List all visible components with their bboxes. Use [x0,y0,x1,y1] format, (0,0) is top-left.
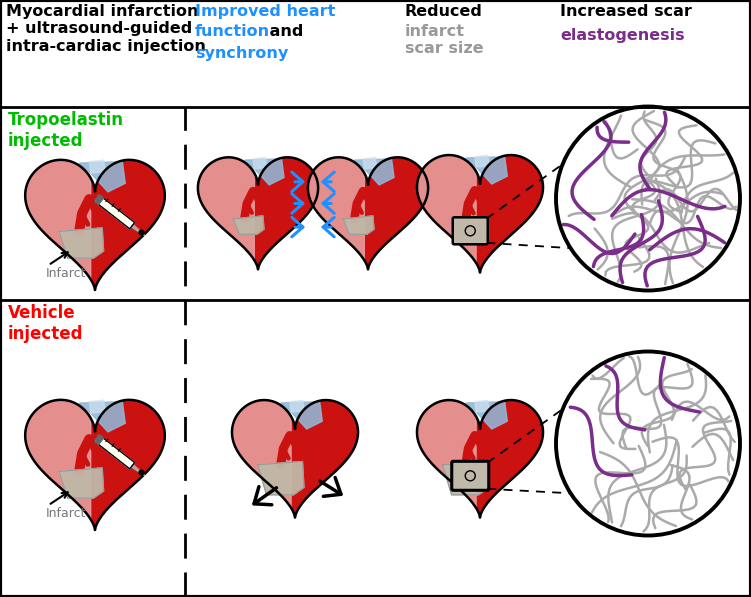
Polygon shape [475,401,489,412]
Text: Infarct: Infarct [46,507,86,520]
Polygon shape [59,228,104,258]
Polygon shape [131,464,145,476]
Polygon shape [343,216,374,234]
Polygon shape [26,160,91,279]
Polygon shape [89,160,105,173]
Polygon shape [459,217,485,230]
Polygon shape [253,158,267,169]
Polygon shape [198,157,255,260]
Polygon shape [232,400,358,518]
Text: Myocardial infarction
+ ultrasound-guided
intra-cardiac injection: Myocardial infarction + ultrasound-guide… [6,4,206,54]
Polygon shape [26,400,164,530]
Polygon shape [417,155,476,263]
Polygon shape [26,400,91,519]
Circle shape [556,352,740,536]
Polygon shape [281,402,322,429]
Polygon shape [89,400,105,413]
Polygon shape [95,435,134,469]
Polygon shape [131,224,145,236]
Polygon shape [466,402,507,429]
Polygon shape [79,402,125,432]
Polygon shape [26,160,164,290]
FancyBboxPatch shape [453,217,487,244]
Polygon shape [442,461,489,495]
Text: synchrony: synchrony [195,46,288,61]
Polygon shape [79,162,125,192]
Text: Increased scar: Increased scar [560,4,692,19]
Polygon shape [198,157,318,269]
Polygon shape [417,155,543,273]
Polygon shape [59,468,104,498]
Text: Vehicle
injected: Vehicle injected [8,304,83,343]
Circle shape [556,106,740,291]
Text: infarct
scar size: infarct scar size [405,24,484,56]
Text: Improved heart: Improved heart [195,4,336,36]
Polygon shape [100,439,128,464]
Polygon shape [466,156,507,184]
Text: Reduced: Reduced [405,4,483,19]
Text: function: function [195,24,270,39]
FancyBboxPatch shape [452,461,489,490]
Polygon shape [232,400,291,507]
Polygon shape [308,157,428,269]
Polygon shape [234,216,264,234]
Polygon shape [417,400,476,507]
Polygon shape [290,401,304,412]
Polygon shape [363,158,377,169]
Text: elastogenesis: elastogenesis [560,28,685,43]
Polygon shape [244,159,284,185]
Text: Tropoelastin
injected: Tropoelastin injected [8,111,124,150]
Text: Infarct: Infarct [46,267,86,280]
Text: and: and [264,24,303,39]
Polygon shape [417,400,543,518]
Polygon shape [354,159,394,185]
Polygon shape [95,195,134,229]
Polygon shape [308,157,364,260]
Polygon shape [258,461,304,495]
Polygon shape [95,195,104,204]
Polygon shape [95,435,104,444]
Polygon shape [475,155,489,167]
Polygon shape [100,199,128,224]
